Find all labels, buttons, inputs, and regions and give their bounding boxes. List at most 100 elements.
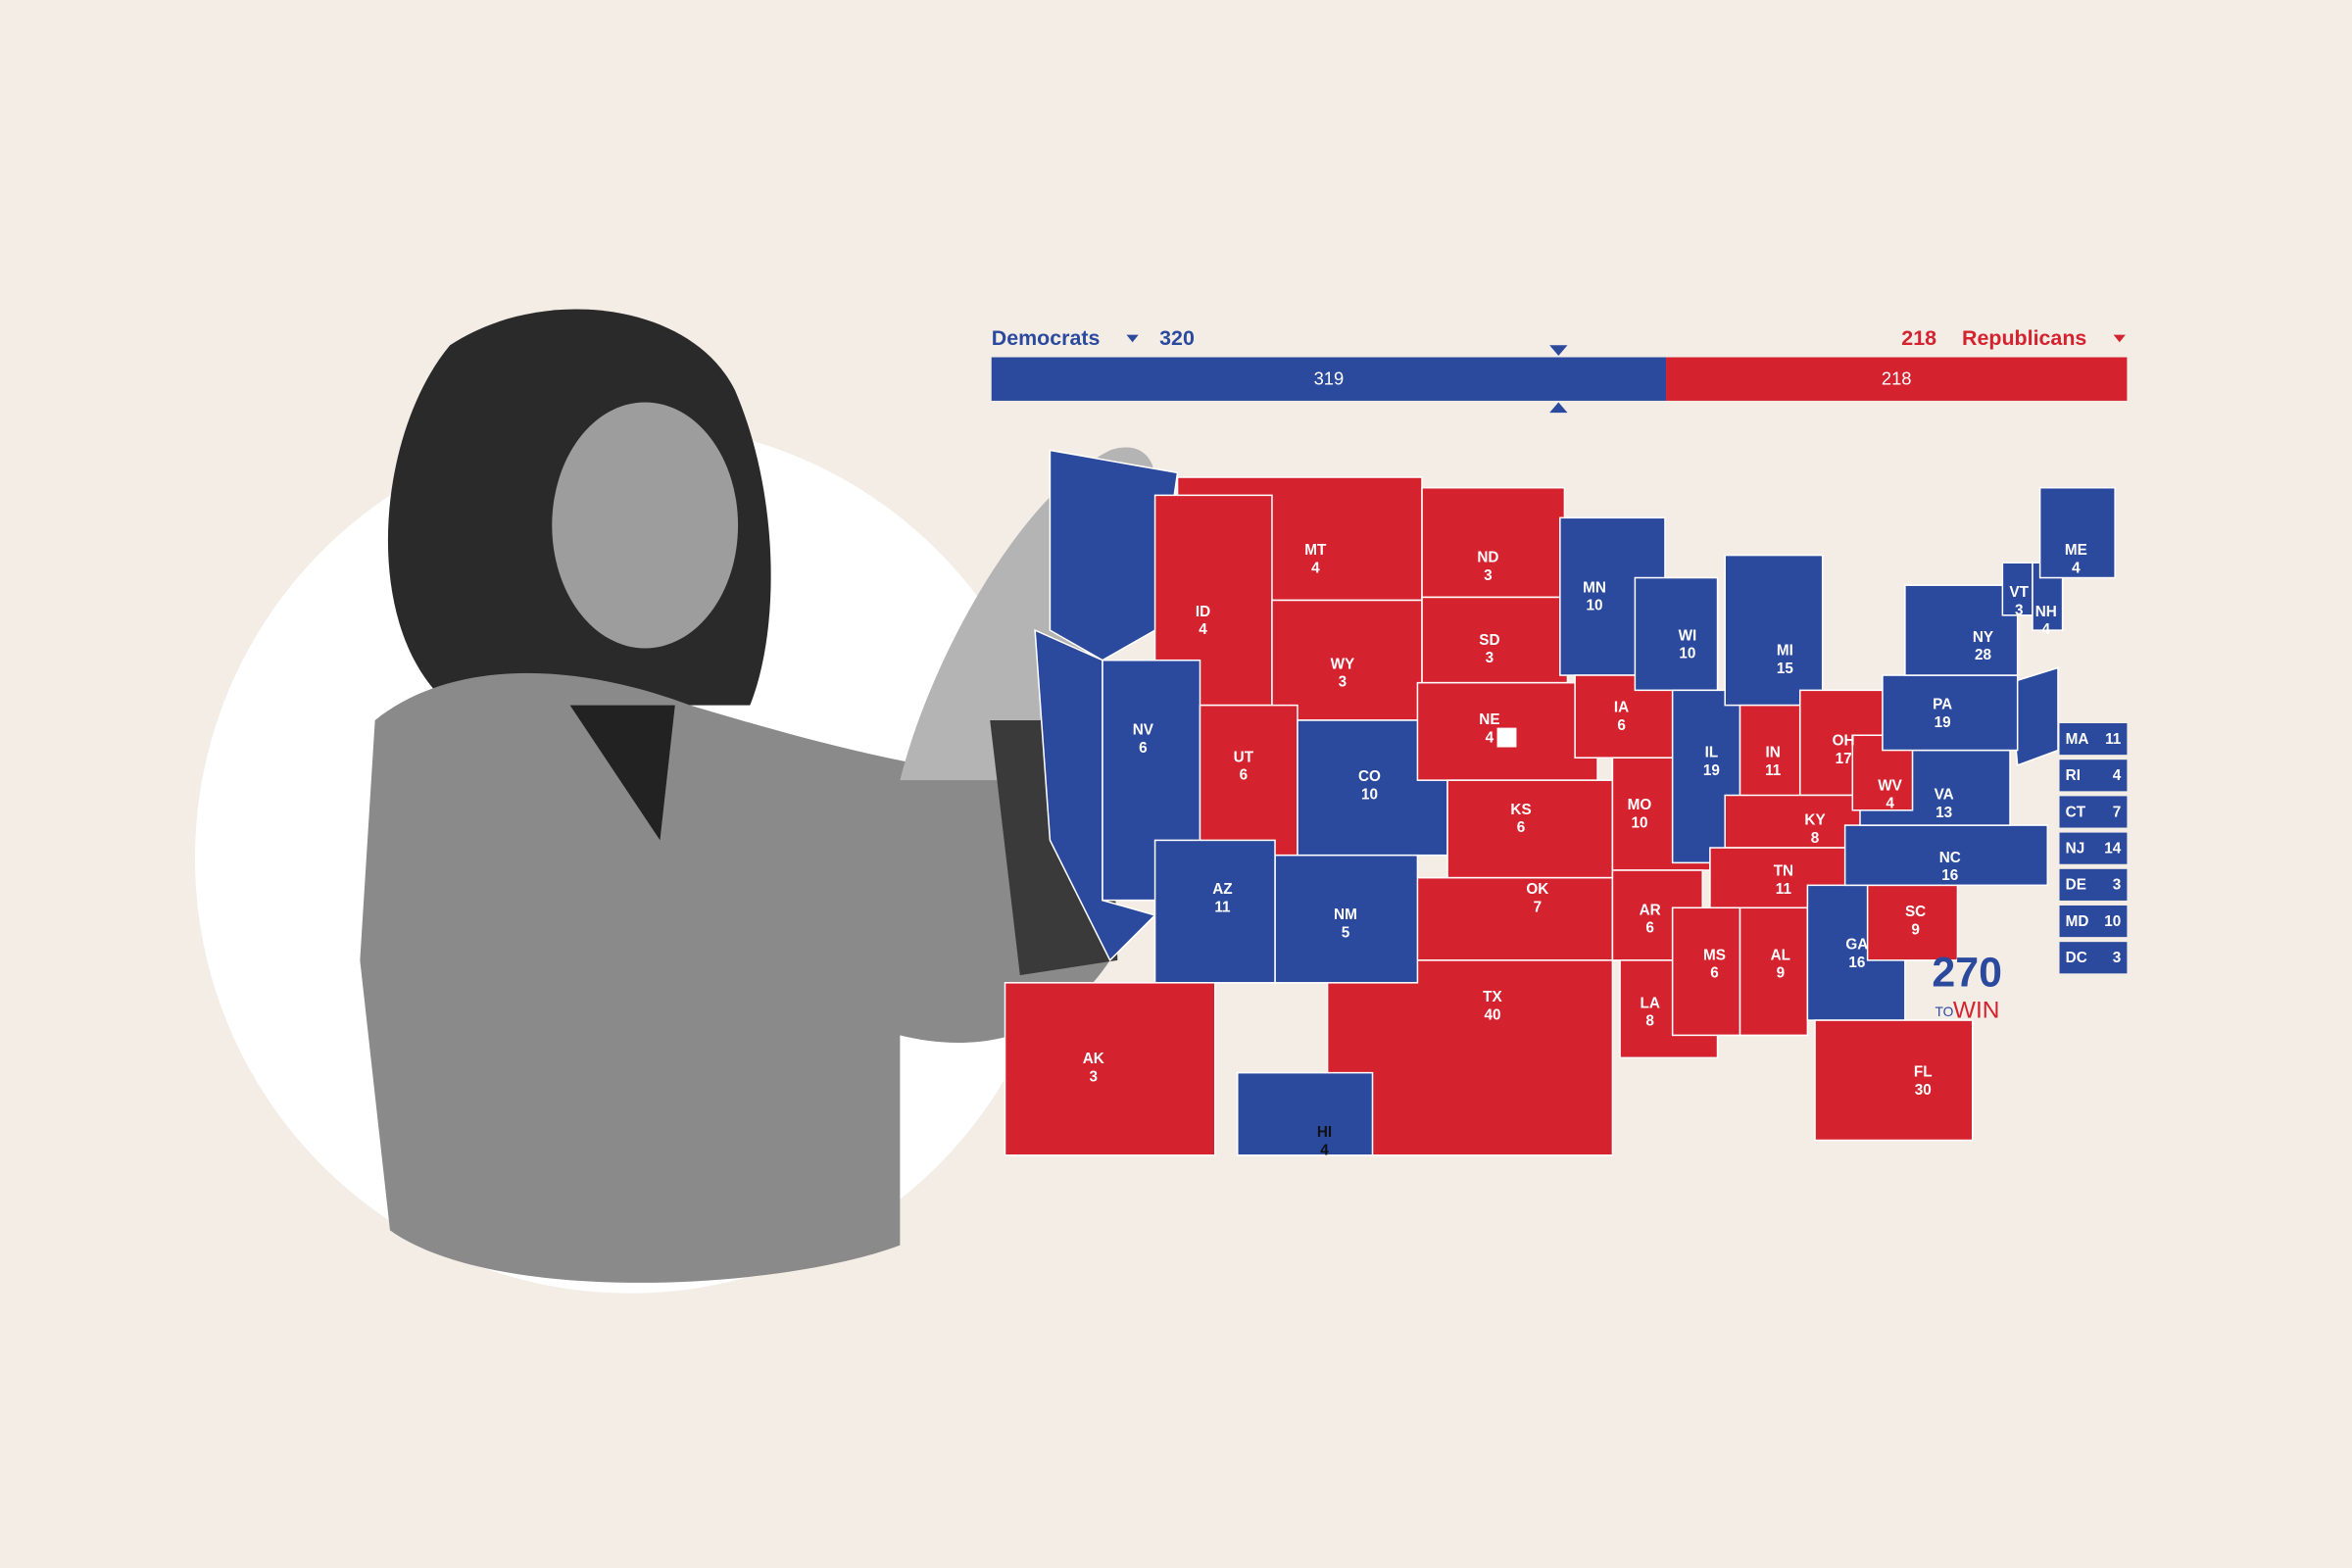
state xyxy=(1843,824,2049,887)
state-abbr: VA xyxy=(1935,787,1954,804)
state-votes: 19 xyxy=(1703,762,1720,779)
state-abbr: AL xyxy=(1771,947,1790,963)
logo-number: 270 xyxy=(1932,949,2001,996)
small-state-votes: 14 xyxy=(2104,840,2122,857)
state-abbr: HI xyxy=(1317,1124,1332,1141)
state-abbr: OK xyxy=(1526,881,1548,898)
state-abbr: AR xyxy=(1640,902,1661,918)
small-state-box xyxy=(2059,796,2128,828)
small-state-box xyxy=(2059,760,2128,792)
dropdown-arrow[interactable] xyxy=(2113,334,2126,343)
state-abbr: MN xyxy=(1583,579,1606,596)
state-abbr: WV xyxy=(1878,777,1902,794)
small-state-votes: 7 xyxy=(2113,804,2122,820)
state xyxy=(1739,906,1809,1037)
bar-label: 218 xyxy=(1882,368,1912,388)
rep-label: Republicans xyxy=(1962,326,2086,350)
state-votes: 15 xyxy=(1777,661,1794,677)
state xyxy=(1274,854,1419,984)
rep-total: 218 xyxy=(1901,326,1936,350)
state-votes: 19 xyxy=(1935,714,1951,731)
vote-bar: 319 218 xyxy=(991,357,2128,401)
state-abbr: FL xyxy=(1914,1064,1933,1081)
bar-label: 319 xyxy=(1314,368,1345,388)
state-abbr: KY xyxy=(1804,812,1825,829)
state-wa-or xyxy=(1049,449,1179,662)
state-abbr: IN xyxy=(1766,745,1781,761)
state xyxy=(1446,779,1614,879)
state-votes: 10 xyxy=(1361,787,1378,804)
ne-district xyxy=(1496,727,1517,748)
state xyxy=(1724,554,1824,707)
dropdown-arrow[interactable] xyxy=(1126,334,1139,343)
state-abbr: NE xyxy=(1479,711,1499,728)
logo: 270 TO WIN xyxy=(1932,949,2001,1023)
small-state-abbr: DE xyxy=(2066,877,2086,894)
state-abbr: WY xyxy=(1331,656,1355,672)
state-votes: 6 xyxy=(1240,767,1249,784)
state-votes: 17 xyxy=(1836,751,1852,767)
state-abbr: IL xyxy=(1705,745,1719,761)
state-votes: 4 xyxy=(1320,1142,1329,1158)
small-state-box xyxy=(2059,832,2128,864)
state-abbr: TN xyxy=(1774,863,1793,880)
small-state-votes: 10 xyxy=(2104,913,2121,930)
state-abbr: MS xyxy=(1703,947,1726,963)
state-votes: 8 xyxy=(1811,830,1820,847)
small-states: MA 11 RI 4 CT 7 NJ 14 DE 3 MD 10 DC 3 xyxy=(2059,723,2128,974)
state-votes: 6 xyxy=(1139,740,1148,757)
state xyxy=(1199,704,1298,857)
state-votes: 9 xyxy=(1911,921,1920,938)
state-abbr: LA xyxy=(1640,995,1659,1011)
state-votes: 10 xyxy=(1631,815,1647,832)
header: Democrats 320 218 Republicans xyxy=(992,326,2126,414)
dem-label: Democrats xyxy=(992,326,1101,350)
state-votes: 28 xyxy=(1975,647,1992,663)
state-abbr: CO xyxy=(1358,768,1381,785)
logo-to: TO xyxy=(1935,1004,1953,1019)
state-abbr: IA xyxy=(1614,700,1629,716)
small-state-abbr: CT xyxy=(2066,804,2086,820)
small-state-abbr: MD xyxy=(2066,913,2089,930)
state xyxy=(1904,584,2019,676)
bar-segment xyxy=(991,357,1667,401)
state-votes: 9 xyxy=(1777,965,1786,982)
state-votes: 6 xyxy=(1617,717,1626,734)
state-votes: 6 xyxy=(1517,819,1526,836)
state-abbr: SD xyxy=(1479,632,1499,649)
state-abbr: ME xyxy=(2065,542,2087,559)
state-votes: 13 xyxy=(1936,805,1952,821)
state-votes: 3 xyxy=(1090,1068,1099,1085)
state-votes: 4 xyxy=(1486,729,1494,746)
small-state-abbr: RI xyxy=(2066,767,2081,784)
state-votes: 10 xyxy=(1587,598,1603,614)
state-votes: 3 xyxy=(1339,674,1348,691)
state-votes: 16 xyxy=(1941,867,1958,884)
state xyxy=(2001,562,2034,616)
state xyxy=(1882,674,2019,752)
state xyxy=(1236,1071,1374,1156)
state-abbr: ND xyxy=(1477,550,1498,566)
small-state-box xyxy=(2059,942,2128,974)
logo-win: WIN xyxy=(1953,997,2000,1023)
state-abbr: OH xyxy=(1833,732,1855,749)
state-votes: 8 xyxy=(1645,1013,1654,1030)
state-abbr: NC xyxy=(1939,850,1961,866)
state-votes: 11 xyxy=(1765,762,1782,779)
small-state-abbr: MA xyxy=(2066,731,2089,748)
state xyxy=(1004,982,1216,1156)
small-state-abbr: DC xyxy=(2066,950,2087,966)
small-state-votes: 11 xyxy=(2105,731,2122,748)
state-votes: 3 xyxy=(1486,650,1494,666)
state-votes: 11 xyxy=(1214,899,1231,915)
state-abbr: VT xyxy=(2009,584,2029,601)
state-votes: 10 xyxy=(1679,646,1695,662)
state-abbr: WI xyxy=(1679,627,1697,644)
state-abbr: NV xyxy=(1133,722,1154,739)
state-votes: 5 xyxy=(1342,924,1350,941)
state-abbr: TX xyxy=(1483,989,1502,1005)
state-votes: 7 xyxy=(1534,899,1543,915)
small-state-abbr: NJ xyxy=(2066,840,2085,857)
